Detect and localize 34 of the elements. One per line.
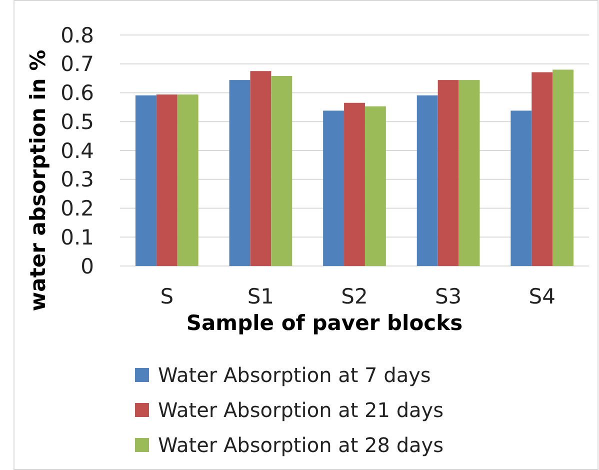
bar: [135, 95, 156, 266]
x-tick-label: S: [160, 284, 174, 308]
y-tick-label: 0.3: [60, 168, 94, 192]
bar: [250, 71, 272, 266]
legend-label: Water Absorption at 21 days: [158, 398, 444, 422]
y-tick-label: 0.6: [60, 81, 94, 106]
y-axis-title: water absorption in %: [26, 50, 50, 312]
bar: [364, 106, 386, 266]
x-tick-label: S1: [247, 284, 274, 308]
y-tick-label: 0.8: [60, 23, 94, 48]
x-tick-label: S4: [528, 284, 556, 308]
y-tick-label: 0: [80, 254, 94, 278]
y-tick-label: 0.1: [60, 225, 94, 250]
y-tick-label: 0.2: [60, 196, 94, 221]
x-tick-label: S3: [434, 284, 462, 308]
y-tick-label: 0.7: [60, 52, 94, 76]
bar: [532, 72, 553, 266]
legend-label: Water Absorption at 7 days: [158, 363, 431, 387]
x-axis-title: Sample of paver blocks: [186, 311, 463, 335]
x-tick-label: S2: [341, 284, 368, 308]
bar: [271, 76, 292, 266]
bar: [177, 94, 198, 266]
bar: [552, 70, 574, 266]
bar: [438, 80, 459, 266]
bar: [229, 80, 250, 266]
bar: [510, 110, 532, 266]
y-tick-label: 0.4: [60, 138, 94, 163]
bar: [458, 80, 480, 266]
bar: [156, 94, 178, 266]
bar: [323, 110, 344, 266]
bar: [344, 102, 365, 266]
legend-label: Water Absorption at 28 days: [158, 433, 444, 457]
y-tick-label: 0.5: [60, 110, 94, 134]
bar: [416, 95, 438, 266]
